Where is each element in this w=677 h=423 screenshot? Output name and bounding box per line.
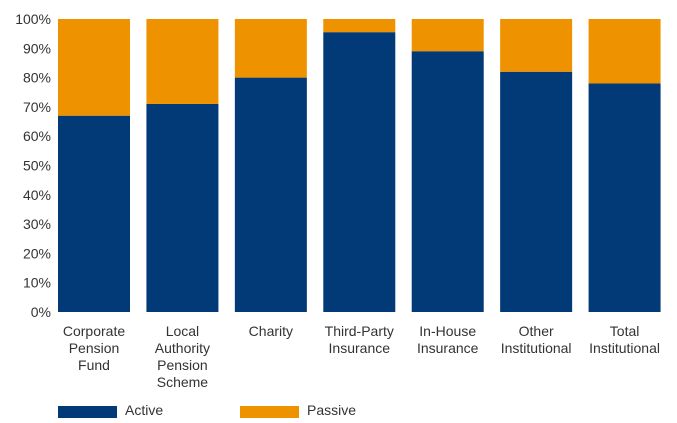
x-tick-label: Corporate Pension Fund (63, 323, 125, 373)
bar-active (146, 103, 219, 312)
y-tick-label: 0% (31, 304, 51, 320)
y-tick-label: 10% (23, 275, 51, 291)
y-tick-label: 70% (23, 99, 51, 115)
legend-item-passive: Passive (240, 402, 356, 420)
x-tick-label-line: Institutional (501, 340, 572, 356)
x-tick-label-line: Pension (69, 340, 120, 356)
y-tick-label: 30% (23, 216, 51, 232)
x-tick-label-line: Pension (157, 357, 208, 373)
y-tick-label: 60% (23, 128, 51, 144)
y-tick-label: 80% (23, 70, 51, 86)
x-tick-label: Third-Party Insurance (325, 323, 394, 356)
bar-active (58, 115, 130, 312)
bar-active (323, 32, 396, 313)
legend-swatch (58, 406, 117, 420)
legend-item-active: Active (58, 402, 163, 420)
bars (58, 19, 661, 313)
x-tick-label: Charity (249, 323, 293, 339)
x-tick-label-line: Institutional (589, 340, 660, 356)
x-tick-label-line: Corporate (63, 323, 125, 339)
bar-active (500, 71, 573, 313)
x-tick-label-line: Insurance (417, 340, 479, 356)
legend: Active Passive (58, 402, 356, 420)
x-tick-label-line: Other (519, 323, 554, 339)
x-tick-label: Local Authority Pension Scheme (155, 323, 210, 390)
legend-label: Active (125, 402, 163, 418)
bar-passive (588, 19, 661, 84)
x-tick-label-line: In-House (419, 323, 476, 339)
x-tick-label-line: Authority (155, 340, 210, 356)
y-tick-label: 40% (23, 187, 51, 203)
bar-active (234, 77, 307, 312)
x-tick-label: Total Institutional (589, 323, 660, 356)
x-tick-label-line: Scheme (157, 374, 209, 390)
legend-swatch (240, 406, 299, 420)
bar-passive (58, 19, 130, 116)
x-tick-label: Other Institutional (501, 323, 572, 356)
bar-passive (234, 19, 307, 78)
x-tick-label-line: Insurance (329, 340, 391, 356)
y-tick-label: 50% (23, 158, 51, 174)
bar-passive (323, 19, 396, 33)
y-axis: 0% 10% 20% 30% 40% 50% 60% 70% 80% 90% 100% (15, 11, 51, 320)
x-tick-label-line: Local (166, 323, 199, 339)
bar-passive (500, 19, 573, 72)
legend-label: Passive (307, 402, 356, 418)
x-tick-label-line: Third-Party (325, 323, 394, 339)
x-tick-label-line: Fund (78, 357, 110, 373)
bar-passive (411, 19, 484, 52)
bar-active (588, 83, 661, 313)
y-tick-label: 90% (23, 40, 51, 56)
bar-active (411, 51, 484, 312)
y-tick-label: 100% (15, 11, 51, 27)
bar-passive (146, 19, 219, 104)
y-tick-label: 20% (23, 245, 51, 261)
x-tick-label-line: Charity (249, 323, 293, 339)
x-tick-label-line: Total (610, 323, 640, 339)
x-tick-label: In-House Insurance (417, 323, 479, 356)
